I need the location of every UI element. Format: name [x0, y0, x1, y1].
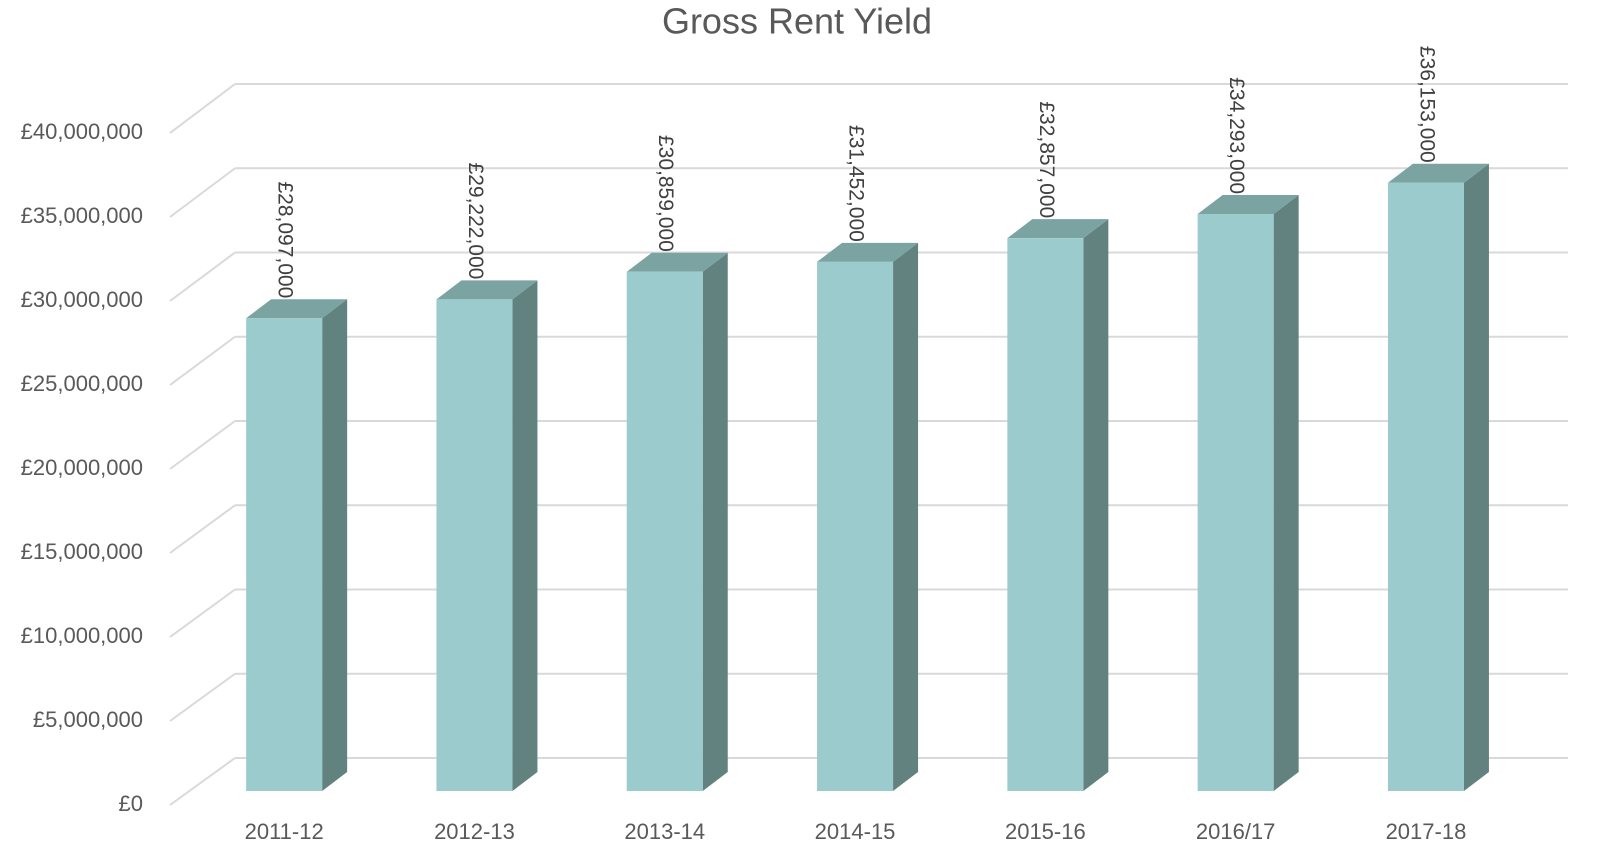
y-tick-label: £40,000,000 — [21, 119, 143, 144]
bar-top — [246, 299, 348, 319]
bar-side — [702, 252, 728, 792]
grid-line-side — [169, 167, 236, 218]
x-tick-label: 2015-16 — [1005, 819, 1086, 844]
bar-top — [626, 252, 728, 272]
bar — [1387, 182, 1464, 791]
y-tick-label: £20,000,000 — [21, 455, 143, 480]
grid-line-side — [169, 588, 236, 638]
bar — [246, 318, 323, 791]
bar-top — [817, 242, 919, 262]
y-tick-label: £5,000,000 — [33, 707, 143, 732]
bar — [817, 261, 894, 792]
bar-side — [1463, 163, 1489, 791]
x-tick-label: 2016/17 — [1196, 819, 1276, 844]
data-label: £34,293,000 — [1225, 77, 1248, 194]
y-tick-label: £25,000,000 — [21, 371, 143, 396]
data-label: £36,153,000 — [1415, 46, 1438, 163]
bar-top — [1007, 219, 1109, 239]
y-tick-label: £15,000,000 — [21, 539, 143, 564]
bar-side — [322, 299, 348, 791]
bar-top — [436, 280, 538, 300]
grid-line-side — [169, 504, 236, 554]
bar-top — [1197, 195, 1299, 215]
data-label: £28,097,000 — [274, 181, 297, 298]
chart-title: Gross Rent Yield — [662, 1, 932, 42]
data-label: £31,452,000 — [845, 125, 868, 242]
grid-line-side — [169, 251, 236, 302]
grid-line-side — [169, 420, 236, 470]
x-tick-label: 2017-18 — [1386, 819, 1467, 844]
x-tick-label: 2013-14 — [624, 819, 705, 844]
grid-line-side — [169, 757, 236, 806]
bar — [1007, 238, 1084, 791]
bar-side — [512, 280, 538, 791]
bar — [436, 299, 513, 791]
x-tick-label: 2012-13 — [434, 819, 515, 844]
bar-side — [1083, 219, 1109, 791]
y-tick-label: £0 — [119, 791, 143, 816]
grid-line-side — [169, 672, 236, 722]
y-tick-label: £10,000,000 — [21, 623, 143, 648]
grid-line-side — [169, 83, 236, 134]
y-tick-label: £35,000,000 — [21, 203, 143, 228]
data-label: £29,222,000 — [464, 163, 487, 280]
data-label: £30,859,000 — [654, 135, 677, 252]
bar — [626, 271, 703, 791]
grid-line-side — [169, 335, 236, 386]
bar-side — [1273, 195, 1299, 792]
x-tick-label: 2014-15 — [815, 819, 896, 844]
data-label: £32,857,000 — [1035, 101, 1058, 218]
x-tick-label: 2011-12 — [245, 819, 324, 844]
bar-top — [1387, 163, 1489, 183]
bar — [1197, 214, 1274, 792]
bar-side — [893, 242, 919, 792]
y-tick-label: £30,000,000 — [21, 287, 143, 312]
